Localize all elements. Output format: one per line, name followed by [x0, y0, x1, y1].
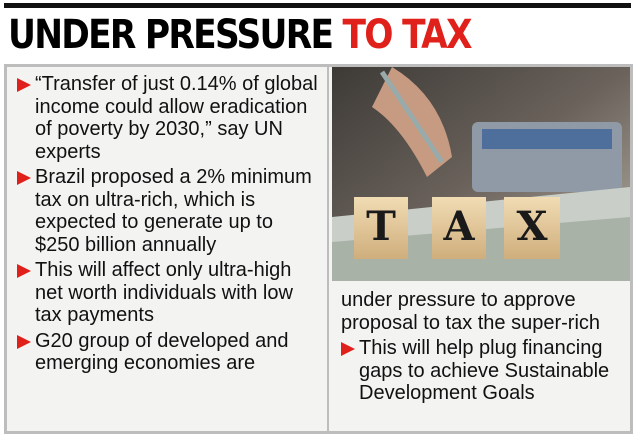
top-rule: [4, 3, 631, 8]
bullet: G20 group of developed and emerging econ…: [17, 330, 319, 375]
headline-black: UNDER PRESSURE: [8, 12, 334, 58]
calculator-keys: [482, 129, 612, 149]
block: [354, 197, 408, 259]
block-letter: X: [516, 203, 547, 250]
bullet: “Transfer of just 0.14% of global income…: [17, 73, 319, 163]
bullet: This will help plug financing gaps to ac…: [341, 337, 626, 405]
column-divider: [327, 67, 329, 431]
block-letter: T: [366, 203, 396, 250]
block-letter: A: [442, 203, 475, 250]
bullet: Brazil proposed a 2% minimum tax on ultr…: [17, 166, 319, 256]
block: [504, 197, 560, 259]
pen: [379, 70, 445, 164]
left-column: “Transfer of just 0.14% of global income…: [17, 73, 319, 378]
headline-red: TO TAX: [342, 12, 473, 58]
bullet-continuation: under pressure to approve proposal to ta…: [341, 289, 601, 334]
photo: T A X: [332, 67, 630, 281]
headline: UNDER PRESSURE TO TAX: [8, 12, 473, 58]
block: [432, 197, 486, 259]
right-column: under pressure to approve proposal to ta…: [341, 289, 626, 408]
bullet: This will affect only ultra-high net wor…: [17, 259, 319, 327]
content-box: T A X “Transfer of just 0.14% of global …: [4, 64, 633, 434]
